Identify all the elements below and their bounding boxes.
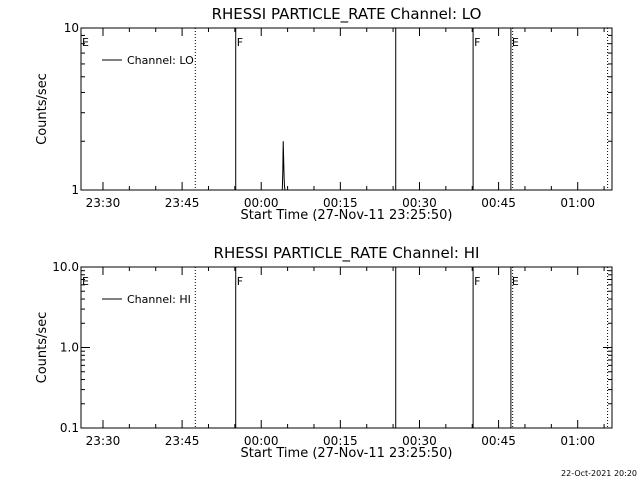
marker-flag-label: E — [512, 275, 519, 288]
x-tick-label: 00:00 — [244, 434, 279, 448]
chart-title: RHESSI PARTICLE_RATE Channel: LO — [212, 5, 482, 24]
y-tick-label: 10 — [64, 21, 79, 35]
y-tick-label: 1.0 — [60, 341, 79, 355]
timestamp-label: 22-Oct-2021 20:20 — [561, 469, 637, 478]
x-tick-label: 00:30 — [402, 434, 437, 448]
x-tick-label: 01:00 — [560, 196, 595, 210]
series-line — [281, 141, 286, 191]
x-axis-label: Start Time (27-Nov-11 23:25:50) — [241, 446, 453, 461]
y-tick-label: 1 — [71, 183, 79, 197]
marker-flag-label: F — [474, 36, 480, 49]
x-tick-label: 23:30 — [86, 196, 121, 210]
y-tick-label: 0.1 — [60, 421, 79, 435]
x-tick-label: 00:45 — [481, 434, 516, 448]
x-tick-label: 00:45 — [481, 196, 516, 210]
x-tick-label: 23:45 — [165, 196, 200, 210]
x-tick-label: 00:30 — [402, 196, 437, 210]
x-tick-label: 23:30 — [86, 434, 121, 448]
x-tick-label: 00:15 — [323, 196, 358, 210]
marker-flag-label: E — [82, 275, 89, 288]
legend-label: Channel: LO — [127, 54, 194, 67]
marker-flag-label: E — [512, 36, 519, 49]
plot-frame — [80, 266, 613, 429]
x-tick-label: 23:45 — [165, 434, 200, 448]
y-tick-label: 10.0 — [52, 260, 79, 274]
marker-flag-label: E — [82, 36, 89, 49]
marker-flag-label: F — [237, 36, 243, 49]
marker-flag-label: F — [474, 275, 480, 288]
x-tick-label: 01:00 — [560, 434, 595, 448]
x-axis-label: Start Time (27-Nov-11 23:25:50) — [241, 208, 453, 223]
panel-hi: RHESSI PARTICLE_RATE Channel: HI 23:30 23:… — [35, 244, 613, 461]
x-tick-label: 00:00 — [244, 196, 279, 210]
panel-lo: RHESSI PARTICLE_RATE Channel: LO 23:30 23:… — [35, 5, 613, 223]
y-axis-label: Counts/sec — [35, 73, 50, 145]
plot-frame — [80, 27, 613, 191]
marker-flag-label: F — [237, 275, 243, 288]
y-axis-label: Counts/sec — [35, 312, 50, 384]
x-tick-label: 00:15 — [323, 434, 358, 448]
legend-label: Channel: HI — [127, 293, 191, 306]
chart-title: RHESSI PARTICLE_RATE Channel: HI — [214, 244, 480, 263]
